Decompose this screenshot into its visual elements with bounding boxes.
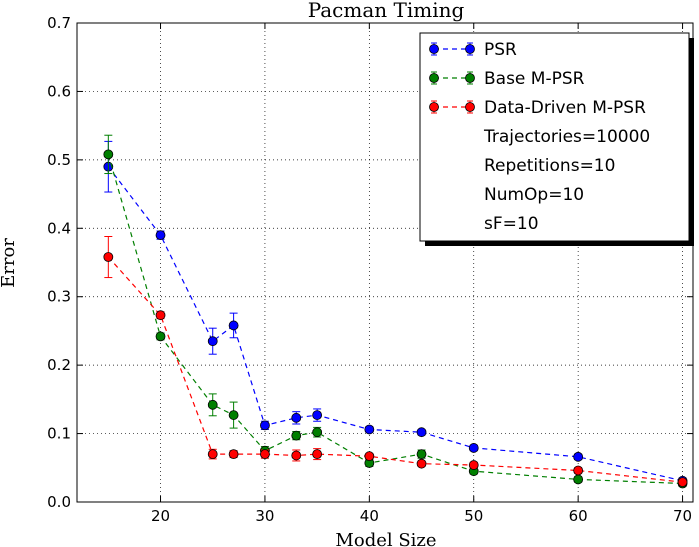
- series-data-driven-m-psr: [103, 235, 688, 488]
- data-point: [228, 320, 239, 331]
- data-point: [312, 449, 323, 460]
- data-point: [416, 449, 427, 460]
- x-tick-label: 50: [464, 507, 483, 525]
- data-point: [364, 451, 375, 462]
- data-point: [207, 336, 218, 347]
- data-point: [103, 252, 114, 262]
- data-point: [228, 449, 239, 460]
- data-point: [573, 474, 584, 485]
- data-point: [291, 412, 302, 423]
- x-axis-label: Model Size: [335, 530, 436, 547]
- series-line: [107, 256, 683, 483]
- data-point: [207, 449, 218, 460]
- series-line: [107, 166, 683, 482]
- legend-label: Data-Driven M-PSR: [484, 98, 646, 118]
- y-tick-label: 0.5: [47, 151, 71, 169]
- y-tick-label: 0.1: [47, 425, 71, 443]
- chart-title: Pacman Timing: [308, 0, 465, 22]
- data-point: [155, 230, 166, 241]
- series-line: [107, 154, 683, 485]
- legend-entry: PSR: [429, 40, 517, 60]
- data-point: [468, 443, 479, 453]
- y-tick-label: 0.2: [47, 356, 71, 374]
- data-point: [364, 424, 375, 435]
- y-tick-label: 0.3: [47, 288, 71, 306]
- x-tick-label: 20: [151, 507, 170, 525]
- x-tick-label: 30: [255, 507, 274, 525]
- x-tick-label: 60: [569, 507, 588, 525]
- data-point: [468, 460, 479, 470]
- legend-marker: [465, 73, 475, 83]
- legend-annotation: NumOp=10: [484, 185, 584, 205]
- y-tick-label: 0.7: [47, 14, 71, 32]
- data-point: [573, 451, 584, 462]
- legend-marker: [465, 44, 475, 54]
- legend-box: [419, 32, 690, 242]
- data-point: [416, 458, 427, 469]
- legend-label: Base M-PSR: [484, 69, 585, 89]
- y-axis-label: Error: [0, 238, 19, 288]
- grid: [77, 23, 693, 502]
- legend-marker: [429, 73, 439, 83]
- legend-label: PSR: [484, 40, 517, 60]
- y-tick-label: 0.6: [47, 82, 71, 100]
- x-tick-label: 70: [673, 507, 692, 525]
- y-tick-label: 0.4: [47, 219, 71, 237]
- data-point: [155, 331, 166, 342]
- legend-annotation: sF=10: [484, 214, 539, 234]
- legend-entries: PSR Base M-PSR Data-Driven M-PSR Trajectori…: [429, 40, 650, 234]
- data-point: [291, 430, 302, 441]
- data-point: [573, 465, 584, 476]
- x-tick-label: 40: [360, 507, 379, 525]
- data-point: [312, 410, 323, 420]
- legend-entry: Data-Driven M-PSR: [429, 98, 646, 118]
- legend: PSR Base M-PSR Data-Driven M-PSR Trajectori…: [419, 32, 694, 246]
- data-point: [312, 427, 323, 438]
- data-point: [155, 310, 166, 321]
- legend-marker: [429, 44, 439, 54]
- legend-annotation: Repetitions=10: [484, 156, 615, 176]
- ticks: 20 30 40 50 60 70 0.0 0.1 0.2 0.3 0.4 0.5 0.6 0.7: [47, 14, 693, 525]
- series-layer: [103, 134, 688, 489]
- legend-marker: [429, 102, 439, 112]
- legend-annotation: Trajectories=10000: [483, 127, 650, 147]
- data-point: [103, 149, 114, 160]
- data-point: [228, 410, 239, 420]
- data-point: [416, 427, 427, 438]
- data-point: [260, 449, 270, 460]
- data-point: [260, 420, 270, 431]
- legend-entry: Base M-PSR: [429, 69, 585, 89]
- data-point: [677, 477, 688, 488]
- y-tick-label: 0.0: [47, 493, 71, 511]
- legend-marker: [465, 102, 475, 112]
- data-point: [291, 450, 302, 461]
- axes-frame: [76, 22, 694, 503]
- data-point: [207, 399, 218, 410]
